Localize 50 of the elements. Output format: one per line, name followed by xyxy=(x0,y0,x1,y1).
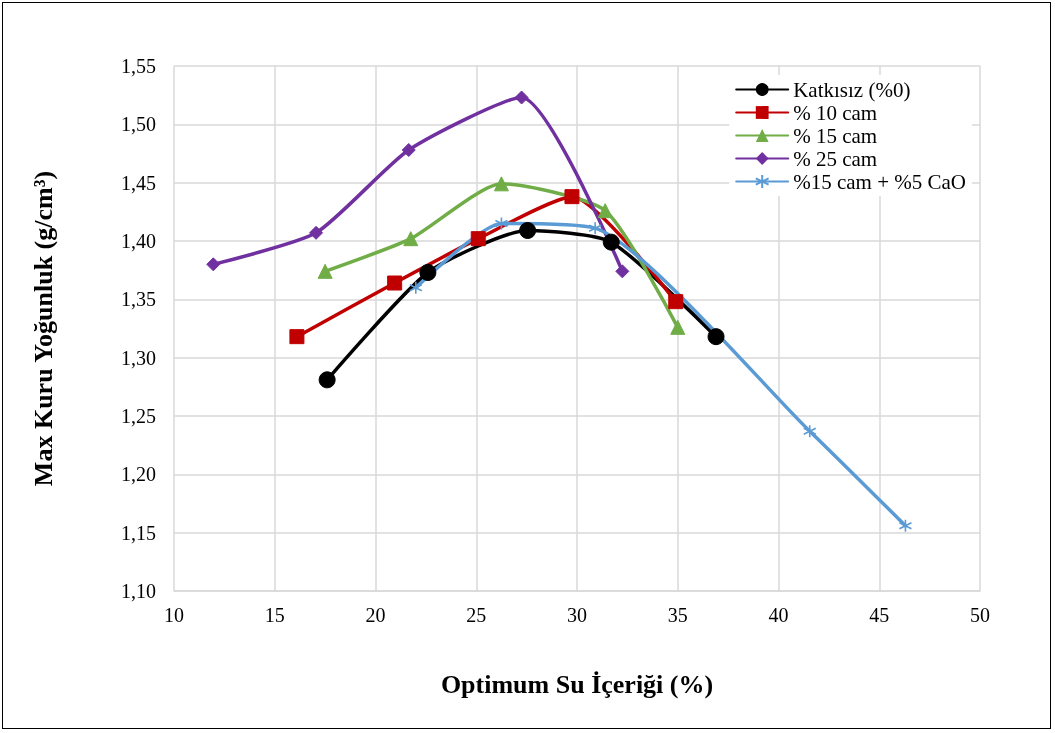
x-tick-label: 45 xyxy=(869,604,890,626)
x-tick-label: 10 xyxy=(164,604,184,626)
point xyxy=(387,275,403,291)
point xyxy=(317,263,333,279)
point xyxy=(597,203,613,219)
point xyxy=(602,233,620,251)
point xyxy=(493,176,509,192)
point xyxy=(668,294,684,310)
y-tick-label: 1,30 xyxy=(121,346,156,369)
x-tick-label: 20 xyxy=(365,604,386,626)
point xyxy=(318,371,336,389)
x-tick-label: 30 xyxy=(567,604,587,626)
point xyxy=(514,90,529,105)
x-tick-label: 15 xyxy=(264,604,285,626)
point xyxy=(588,221,602,235)
point xyxy=(802,424,817,438)
legend-label: %15 cam + %5 CaO xyxy=(793,169,967,194)
point xyxy=(470,231,486,247)
y-tick-label: 1,50 xyxy=(121,113,156,136)
y-tick-label: 1,35 xyxy=(121,288,156,311)
y-tick-label: 1,20 xyxy=(121,463,156,486)
y-tick-label: 1,15 xyxy=(121,521,156,544)
point xyxy=(519,222,537,239)
y-tick-label: 1,40 xyxy=(121,230,156,252)
point xyxy=(419,264,437,281)
point xyxy=(409,280,423,295)
y-tick-label: 1,10 xyxy=(121,580,156,602)
point xyxy=(670,319,686,335)
point xyxy=(494,216,509,231)
point xyxy=(707,328,725,346)
x-tick-label: 25 xyxy=(466,604,487,626)
point xyxy=(403,231,419,247)
point xyxy=(898,518,913,533)
y-tick-label: 1,25 xyxy=(121,405,156,427)
x-tick-label: 40 xyxy=(768,604,789,626)
point xyxy=(615,264,630,279)
x-axis-title: Optimum Su İçeriği (%) xyxy=(440,669,714,699)
y-tick-label: 1,45 xyxy=(121,171,156,194)
y-axis-title: Max Kuru Yoğunluk (g/cm³) xyxy=(28,170,58,487)
point xyxy=(401,143,416,157)
x-tick-label: 50 xyxy=(970,604,990,626)
point xyxy=(309,225,324,240)
x-tick-label: 35 xyxy=(667,604,688,626)
legend-label: % 25 cam xyxy=(793,146,878,171)
y-tick-label: 1,55 xyxy=(121,55,156,77)
point xyxy=(564,189,580,205)
point xyxy=(289,329,305,345)
point xyxy=(206,257,221,272)
legend-label: Katkısız (%0) xyxy=(793,77,911,102)
legend-label: % 15 cam xyxy=(793,123,878,148)
